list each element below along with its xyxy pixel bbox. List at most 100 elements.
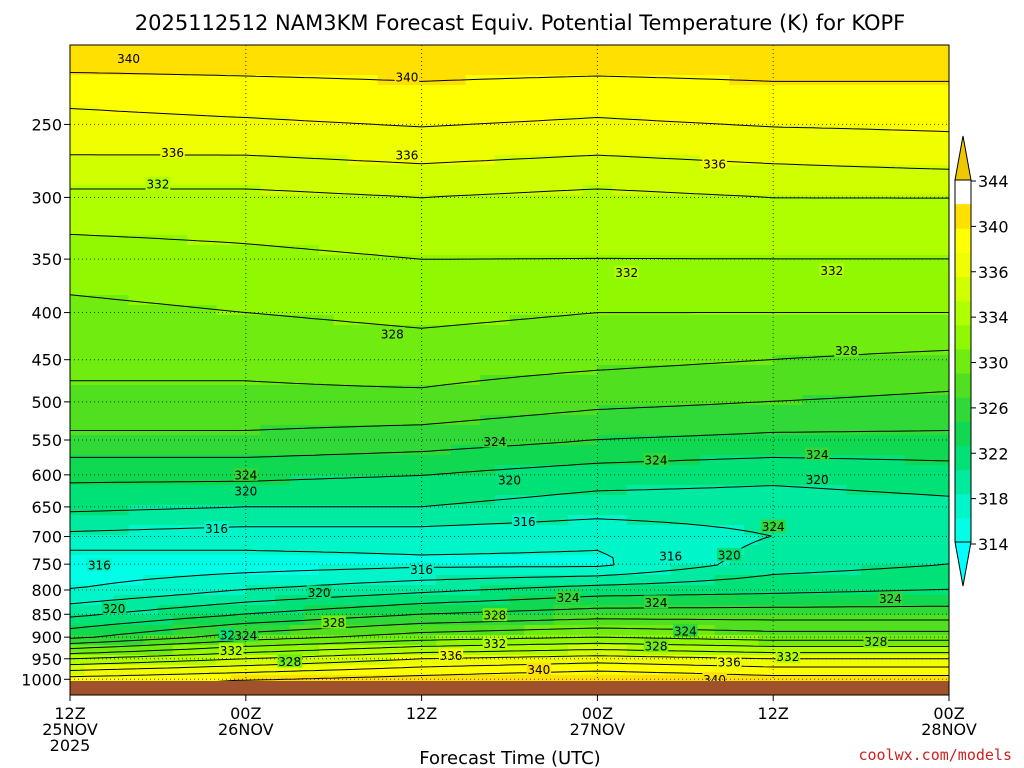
field-cell <box>113 125 130 136</box>
field-cell <box>685 525 701 536</box>
field-cell <box>348 545 364 556</box>
field-cell <box>465 515 481 526</box>
field-cell <box>612 135 628 146</box>
field-cell <box>743 95 760 106</box>
field-cell <box>656 495 672 506</box>
field-cell <box>612 65 628 76</box>
field-cell <box>509 285 525 296</box>
field-cell <box>670 125 686 136</box>
field-cell <box>846 85 862 96</box>
field-cell <box>743 315 760 326</box>
field-cell <box>729 255 745 266</box>
field-cell <box>743 425 760 436</box>
field-cell <box>363 305 379 316</box>
field-cell <box>597 265 613 276</box>
field-cell <box>494 65 511 76</box>
field-cell <box>406 425 423 436</box>
field-cell <box>245 515 262 526</box>
field-cell <box>758 385 774 396</box>
field-cell <box>231 55 247 66</box>
field-cell <box>758 45 774 56</box>
field-cell <box>392 165 408 176</box>
field-cell <box>348 365 364 376</box>
field-cell <box>656 355 672 366</box>
field-cell <box>113 285 130 296</box>
field-cell <box>216 345 232 356</box>
field-cell <box>275 175 291 186</box>
field-cell <box>421 355 437 366</box>
field-cell <box>260 115 276 126</box>
field-cell <box>846 145 862 156</box>
field-cell <box>568 175 584 186</box>
field-cell <box>875 605 891 616</box>
field-cell <box>128 45 144 56</box>
field-cell <box>260 355 276 366</box>
field-cell <box>289 465 305 476</box>
field-cell <box>377 125 393 136</box>
field-cell <box>319 55 335 66</box>
field-cell <box>275 675 291 686</box>
field-cell <box>289 455 305 466</box>
field-cell <box>377 535 393 546</box>
field-cell <box>524 225 540 236</box>
field-cell <box>553 625 569 636</box>
field-cell <box>319 145 335 156</box>
field-cell <box>612 355 628 366</box>
field-cell <box>113 575 130 586</box>
field-cell <box>143 495 159 506</box>
field-cell <box>143 75 159 86</box>
field-cell <box>436 335 452 346</box>
field-cell <box>99 215 115 226</box>
field-cell <box>773 425 789 436</box>
field-cell <box>480 125 496 136</box>
field-cell <box>641 205 657 216</box>
field-cell <box>773 155 789 166</box>
field-cell <box>201 65 218 76</box>
field-cell <box>685 405 701 416</box>
field-cell <box>113 305 130 316</box>
field-cell <box>612 235 628 246</box>
field-cell <box>172 175 188 186</box>
field-cell <box>143 225 159 236</box>
field-cell <box>861 345 877 356</box>
field-cell <box>392 605 408 616</box>
field-cell <box>128 395 144 406</box>
field-cell <box>377 425 393 436</box>
field-cell <box>245 145 262 156</box>
field-cell <box>934 545 950 556</box>
contour-label: 336 <box>703 158 726 172</box>
field-cell <box>641 515 657 526</box>
field-cell <box>275 555 291 566</box>
field-cell <box>802 605 818 616</box>
field-cell <box>524 675 540 686</box>
field-cell <box>480 315 496 326</box>
field-cell <box>275 445 291 456</box>
field-cell <box>905 495 921 506</box>
field-cell <box>729 315 745 326</box>
field-cell <box>494 155 511 166</box>
colorbar-bottom-arrow <box>954 541 972 587</box>
field-cell <box>597 275 613 286</box>
field-cell <box>421 115 437 126</box>
field-cell <box>157 395 174 406</box>
field-cell <box>699 145 716 156</box>
field-cell <box>406 95 423 106</box>
field-cell <box>699 105 716 116</box>
field-cell <box>436 175 452 186</box>
field-cell <box>480 425 496 436</box>
field-cell <box>626 115 642 126</box>
field-cell <box>128 185 144 196</box>
field-cell <box>626 425 642 436</box>
contour-label-bg <box>87 558 112 572</box>
field-cell <box>802 255 818 266</box>
field-cell <box>597 495 613 506</box>
field-cell <box>289 335 305 346</box>
field-cell <box>773 535 789 546</box>
field-cell <box>245 85 262 96</box>
field-cell <box>84 165 100 176</box>
field-cell <box>582 505 598 516</box>
field-cell <box>260 525 276 536</box>
field-cell <box>656 315 672 326</box>
field-cell <box>787 55 804 66</box>
field-cell <box>787 285 804 296</box>
